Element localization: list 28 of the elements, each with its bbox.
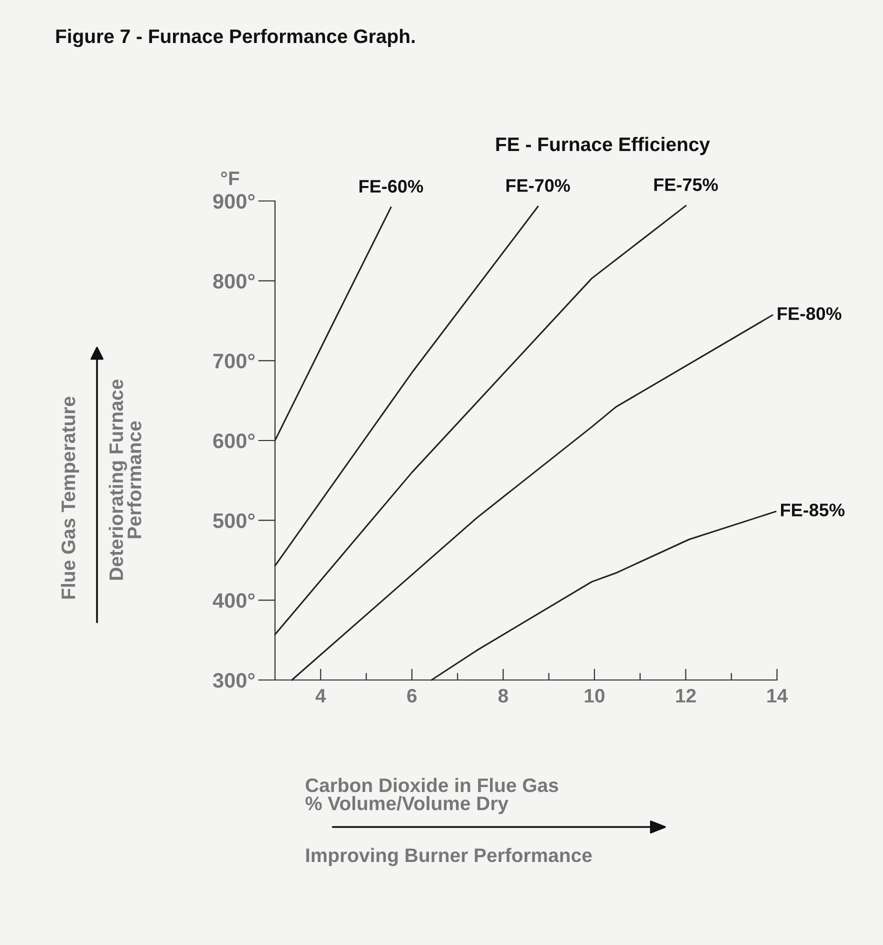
series-label: FE-85% [781, 504, 845, 516]
line-series [274, 205, 686, 636]
x-axis-title: Carbon Dioxide in Flue Gas % Volume/Volume Dry [305, 778, 558, 814]
x-tick-label: 4 [316, 689, 326, 702]
x-tick-label: 6 [407, 688, 417, 703]
x-tick-label: 14 [767, 689, 788, 702]
text: °F [221, 172, 240, 186]
y-tick-label: 500° [213, 513, 255, 528]
y-tick-label: 800° [213, 274, 255, 289]
y-tick-label: 600° [213, 434, 255, 448]
x-tick-label: 8 [498, 688, 508, 703]
x-tick-label: 10 [584, 688, 604, 703]
text: FE - Furnace Efficiency [496, 136, 710, 156]
text: Improving Burner Performance [306, 848, 592, 866]
line-series [291, 314, 774, 681]
line-series [430, 510, 776, 681]
series-label: FE-75% [654, 178, 718, 192]
y-tick-label: 900° [213, 194, 255, 209]
y-tick-label: 400° [212, 593, 255, 608]
series-label: FE-60% [360, 180, 424, 193]
text: Flue Gas Temperature [60, 396, 80, 599]
y-tick-label: 300° [212, 673, 255, 688]
series-label: FE-80% [778, 307, 842, 320]
text: Deteriorating Furnace Performance [108, 380, 142, 580]
series-label: FE-70% [506, 179, 570, 192]
chart-title: Figure 7 - Furnace Performance Graph. [56, 28, 415, 48]
x-tick-label: 12 [676, 688, 696, 702]
y-tick-label: 700° [213, 354, 255, 368]
